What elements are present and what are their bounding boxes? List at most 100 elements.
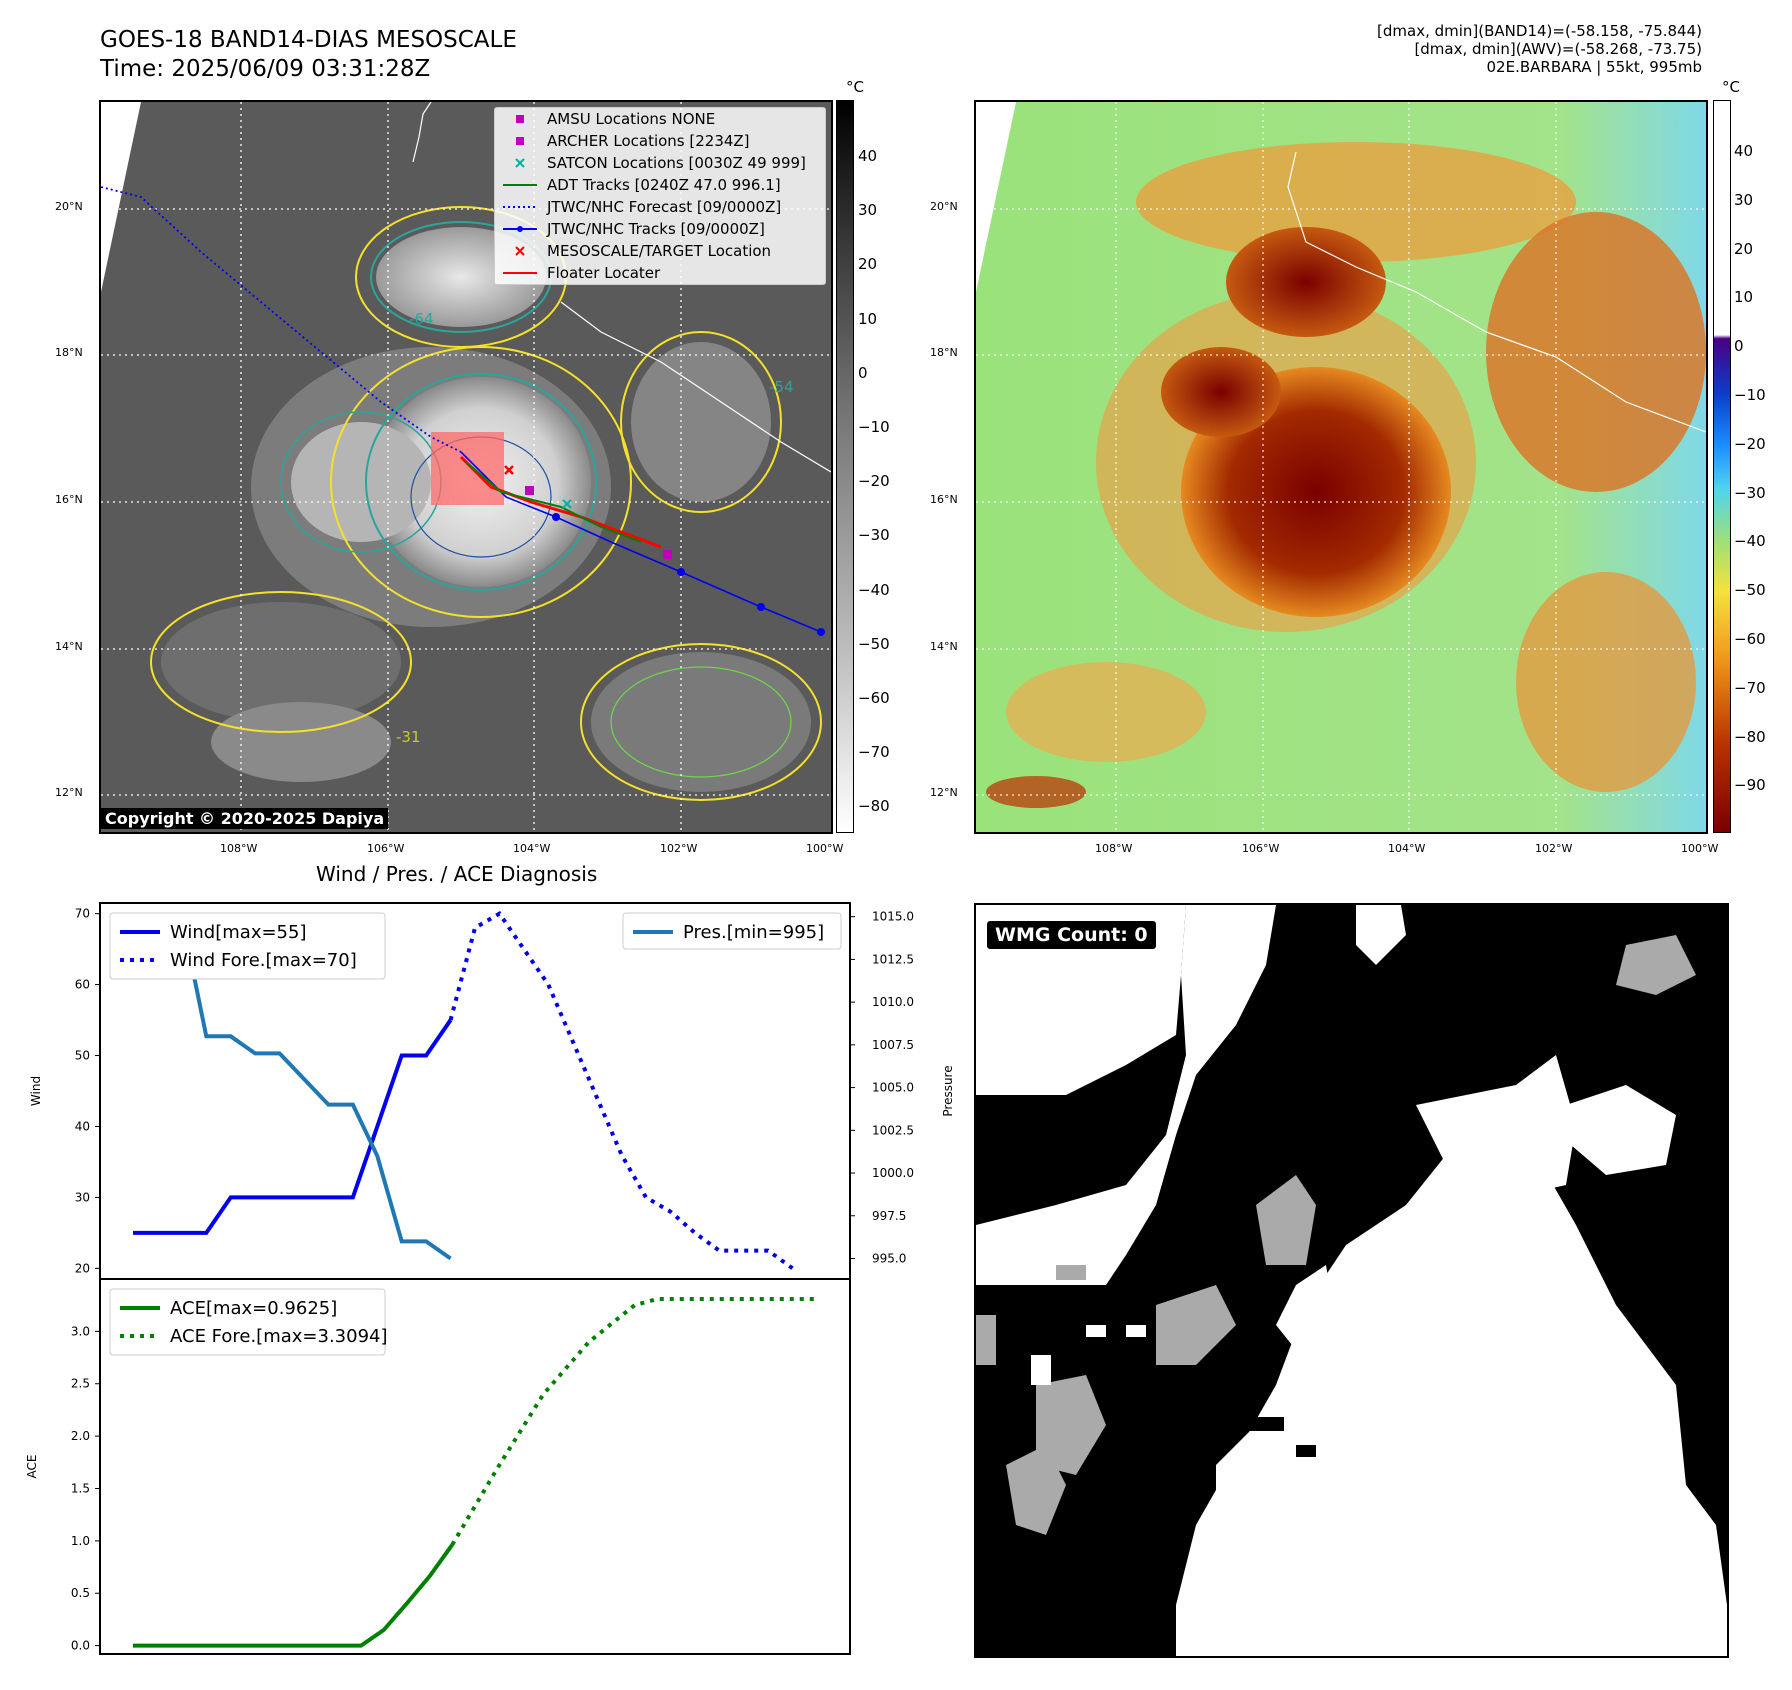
wv-map-panel — [974, 100, 1708, 834]
ace-ytick-label: 1.5 — [71, 1481, 90, 1495]
colorbar-tick-label: −50 — [858, 634, 890, 653]
pressure-ytick-label: 1010.0 — [872, 995, 914, 1009]
pressure-ytick-label: 1002.5 — [872, 1123, 914, 1137]
ir-colorbar — [836, 100, 854, 833]
colorbar-tick-label: −20 — [1734, 434, 1766, 453]
copyright-label: Copyright © 2020-2025 Dapiya — [101, 808, 389, 829]
lat-tick-label: 16°N — [930, 493, 958, 506]
colorbar-tick-label: −80 — [858, 797, 890, 816]
lat-tick-label: 12°N — [55, 786, 83, 799]
legend-label: JTWC/NHC Tracks [09/0000Z] — [547, 220, 765, 238]
lat-tick-label: 12°N — [930, 786, 958, 799]
lon-tick-label: 104°W — [1388, 842, 1426, 855]
pressure-ytick-label: 1015.0 — [872, 910, 914, 924]
colorbar-tick-label: −60 — [858, 689, 890, 707]
lon-tick-label: 106°W — [1242, 842, 1280, 855]
wind-ytick-label: 70 — [75, 907, 90, 921]
pressure-legend — [622, 912, 842, 950]
pressure-ytick-label: 1005.0 — [872, 1081, 914, 1095]
stats-line1: [dmax, dmin](BAND14)=(-58.158, -75.844) — [1377, 22, 1702, 40]
colorbar-tick-label: −90 — [1734, 776, 1766, 795]
legend-symbol — [503, 226, 537, 232]
wind-legend-label: Wind Fore.[max=70] — [170, 950, 357, 971]
ace-ytick-label: 0.0 — [71, 1639, 90, 1653]
legend-symbol — [503, 272, 537, 274]
pressure-ytick-label: 1012.5 — [872, 952, 914, 966]
colorbar-tick-label: 40 — [1734, 142, 1754, 160]
series-line-0 — [133, 1018, 453, 1235]
pressure-legend-label: Pres.[min=995] — [683, 922, 824, 943]
figure-title-line2: Time: 2025/06/09 03:31:28Z — [100, 56, 431, 82]
figure-title-line1: GOES-18 BAND14-DIAS MESOSCALE — [100, 27, 517, 53]
contour-label: -54 — [769, 378, 794, 396]
lat-tick-label: 20°N — [930, 200, 958, 213]
legend-label: MESOSCALE/TARGET Location — [547, 242, 772, 260]
lon-tick-label: 100°W — [1681, 842, 1719, 855]
wind-ytick-label: 60 — [75, 978, 90, 992]
diagnosis-chart-title: Wind / Pres. / ACE Diagnosis — [316, 862, 598, 886]
wind-ytick-label: 50 — [75, 1049, 90, 1063]
pressure-ytick-label: 997.5 — [872, 1209, 906, 1223]
ir-colorbar-unit: °C — [846, 78, 864, 96]
lon-tick-label: 102°W — [660, 842, 698, 855]
legend-symbol — [515, 246, 525, 256]
colorbar-tick-label: −20 — [858, 472, 890, 491]
contour-label: -64 — [409, 310, 434, 328]
colorbar-tick-label: 0 — [858, 363, 868, 382]
wind-axis-label: Wind — [29, 1076, 43, 1106]
map-legend: AMSU Locations NONE ARCHER Locations [223… — [494, 107, 826, 285]
colorbar-tick-label: 20 — [1734, 239, 1754, 258]
wind-ytick-label: 40 — [75, 1119, 90, 1133]
ace-ytick-label: 2.5 — [71, 1377, 90, 1391]
wmg-image — [976, 905, 1727, 1656]
legend-label: Floater Locater — [547, 264, 661, 282]
ace-ytick-label: 1.0 — [71, 1534, 90, 1548]
wv-map-image — [976, 102, 1706, 832]
legend-item: JTWC/NHC Forecast [09/0000Z] — [495, 196, 825, 218]
lat-tick-label: 14°N — [930, 640, 958, 653]
legend-symbol — [516, 115, 524, 123]
colorbar-tick-label: −10 — [858, 418, 890, 436]
pressure-ytick-label: 995.0 — [872, 1251, 906, 1265]
lon-tick-label: 108°W — [1095, 842, 1133, 855]
pressure-axis-label: Pressure — [941, 1065, 955, 1116]
legend-item: SATCON Locations [0030Z 49 999] — [495, 152, 825, 174]
legend-label: ADT Tracks [0240Z 47.0 996.1] — [547, 176, 781, 194]
colorbar-tick-label: 30 — [858, 201, 878, 220]
colorbar-tick-label: −30 — [1734, 483, 1766, 502]
pressure-ytick-label: 1007.5 — [872, 1038, 914, 1052]
wind-ytick-label: 20 — [75, 1261, 90, 1275]
ace-series-line-1 — [450, 1296, 817, 1546]
legend-label: ARCHER Locations [2234Z] — [547, 132, 750, 150]
ace-series-line-0 — [133, 1543, 454, 1648]
figure-title: GOES-18 BAND14-DIAS MESOSCALE Time: 2025… — [100, 26, 517, 84]
colorbar-tick-label: −50 — [1734, 581, 1766, 600]
wv-colorbar — [1713, 100, 1731, 833]
wind-legend — [109, 912, 386, 980]
lon-tick-label: 100°W — [806, 842, 844, 855]
colorbar-tick-label: 30 — [1734, 190, 1754, 209]
wind-legend-label: Wind[max=55] — [170, 922, 307, 943]
colorbar-tick-label: −70 — [1734, 678, 1766, 697]
lat-tick-label: 20°N — [55, 200, 83, 213]
legend-item: ADT Tracks [0240Z 47.0 996.1] — [495, 174, 825, 196]
legend-item: JTWC/NHC Tracks [09/0000Z] — [495, 218, 825, 240]
colorbar-tick-label: −30 — [858, 526, 890, 545]
wind-ytick-label: 30 — [75, 1190, 90, 1204]
lon-tick-label: 102°W — [1535, 842, 1573, 855]
legend-item: Floater Locater — [495, 262, 825, 284]
wmg-count-badge: WMG Count: 0 — [986, 920, 1157, 950]
colorbar-tick-label: −40 — [1734, 532, 1766, 551]
ace-axis-label: ACE — [25, 1455, 39, 1479]
ace-ytick-label: 2.0 — [71, 1429, 90, 1443]
stats-block: [dmax, dmin](BAND14)=(-58.158, -75.844) … — [1377, 22, 1702, 76]
legend-item: ARCHER Locations [2234Z] — [495, 130, 825, 152]
stats-line2: [dmax, dmin](AWV)=(-58.268, -73.75) — [1414, 40, 1702, 58]
lon-tick-label: 108°W — [220, 842, 258, 855]
wv-colorbar-unit: °C — [1722, 78, 1740, 96]
lat-tick-label: 18°N — [55, 346, 83, 359]
ace-ytick-label: 0.5 — [71, 1586, 90, 1600]
lat-tick-label: 18°N — [930, 346, 958, 359]
ace-legend-label: ACE Fore.[max=3.3094] — [170, 1326, 388, 1347]
